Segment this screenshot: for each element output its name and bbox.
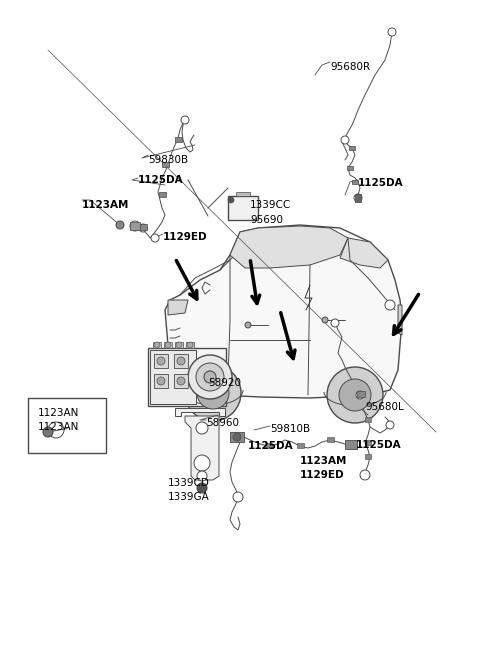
- Circle shape: [341, 136, 349, 144]
- Polygon shape: [185, 416, 219, 480]
- Text: 1123AM: 1123AM: [300, 456, 348, 466]
- Circle shape: [185, 365, 241, 421]
- Bar: [175, 342, 183, 348]
- Circle shape: [388, 28, 396, 36]
- Text: 1123AM: 1123AM: [82, 200, 130, 210]
- Circle shape: [176, 342, 182, 348]
- Bar: [345, 440, 357, 449]
- Bar: [140, 224, 147, 230]
- Circle shape: [116, 221, 124, 229]
- Text: 95680L: 95680L: [365, 402, 404, 412]
- Circle shape: [151, 234, 159, 242]
- Text: 1125DA: 1125DA: [248, 441, 294, 451]
- Circle shape: [385, 300, 395, 310]
- Bar: [352, 180, 358, 184]
- Circle shape: [154, 342, 160, 348]
- Circle shape: [354, 194, 362, 202]
- Bar: [265, 443, 272, 448]
- Circle shape: [177, 377, 185, 385]
- Circle shape: [360, 470, 370, 480]
- Text: 59830B: 59830B: [148, 155, 188, 165]
- Bar: [130, 222, 140, 230]
- Text: 1125DA: 1125DA: [358, 178, 404, 188]
- Text: 1339CC: 1339CC: [250, 200, 291, 210]
- Bar: [347, 166, 353, 170]
- Text: 59810B: 59810B: [270, 424, 310, 434]
- Circle shape: [157, 357, 165, 365]
- Bar: [162, 162, 169, 167]
- Bar: [365, 417, 371, 422]
- Circle shape: [197, 483, 207, 493]
- Bar: [297, 443, 304, 448]
- Circle shape: [194, 455, 210, 471]
- Circle shape: [356, 391, 364, 399]
- Polygon shape: [168, 300, 188, 315]
- Bar: [236, 192, 250, 196]
- Bar: [28, 398, 106, 453]
- Bar: [159, 192, 166, 197]
- Circle shape: [197, 377, 229, 409]
- Circle shape: [130, 221, 140, 231]
- Text: 95680R: 95680R: [330, 62, 370, 72]
- Bar: [365, 440, 371, 445]
- Bar: [230, 432, 244, 442]
- Text: 1125DA: 1125DA: [138, 175, 184, 185]
- Polygon shape: [398, 305, 402, 335]
- Circle shape: [245, 322, 251, 328]
- Text: 1129ED: 1129ED: [300, 470, 345, 480]
- Bar: [154, 374, 168, 388]
- Circle shape: [327, 367, 383, 423]
- Circle shape: [188, 355, 232, 399]
- Bar: [174, 354, 188, 368]
- Bar: [164, 342, 172, 348]
- Bar: [228, 196, 258, 220]
- Circle shape: [177, 357, 185, 365]
- Bar: [153, 342, 161, 348]
- Circle shape: [228, 197, 234, 203]
- Circle shape: [43, 427, 53, 437]
- Text: 1129ED: 1129ED: [163, 232, 208, 242]
- Polygon shape: [175, 408, 225, 416]
- Circle shape: [197, 471, 207, 481]
- Bar: [154, 354, 168, 368]
- Bar: [148, 348, 226, 406]
- Polygon shape: [230, 226, 348, 268]
- Text: 1125DA: 1125DA: [356, 440, 402, 450]
- Circle shape: [233, 433, 241, 441]
- Text: 1339CD: 1339CD: [168, 478, 210, 488]
- Polygon shape: [340, 238, 388, 268]
- Circle shape: [204, 371, 216, 383]
- Circle shape: [322, 317, 328, 323]
- Circle shape: [196, 422, 208, 434]
- Bar: [175, 137, 182, 142]
- Bar: [365, 454, 371, 459]
- Text: 58920: 58920: [208, 378, 241, 388]
- Text: 1123AN: 1123AN: [38, 408, 79, 418]
- Circle shape: [233, 492, 243, 502]
- Bar: [186, 342, 194, 348]
- Circle shape: [181, 116, 189, 124]
- Circle shape: [165, 342, 171, 348]
- Circle shape: [196, 363, 224, 391]
- Text: 58960: 58960: [206, 418, 239, 428]
- Bar: [150, 350, 196, 404]
- Circle shape: [386, 421, 394, 429]
- Polygon shape: [165, 225, 402, 398]
- Circle shape: [331, 319, 339, 327]
- Bar: [357, 391, 365, 397]
- Bar: [355, 194, 361, 202]
- Circle shape: [157, 377, 165, 385]
- Circle shape: [139, 224, 147, 232]
- Bar: [174, 374, 188, 388]
- Circle shape: [339, 379, 371, 411]
- Text: 1123AN: 1123AN: [38, 422, 79, 432]
- Bar: [327, 437, 334, 442]
- Text: 1339GA: 1339GA: [168, 492, 210, 502]
- Text: 95690: 95690: [250, 215, 283, 225]
- Circle shape: [48, 422, 64, 438]
- Bar: [349, 146, 355, 150]
- Circle shape: [187, 342, 193, 348]
